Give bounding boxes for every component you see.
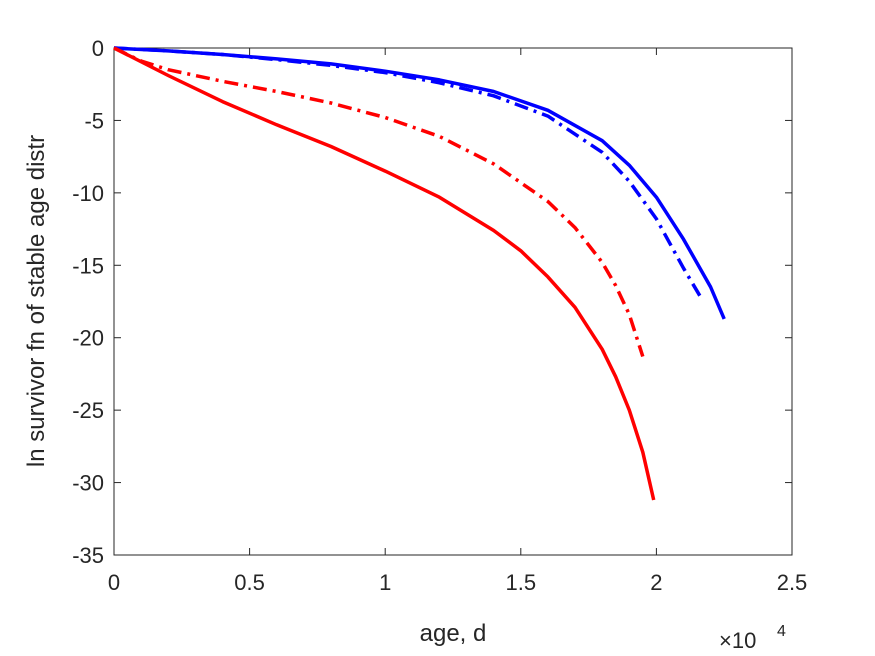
x-tick-label: 0.5	[234, 570, 265, 595]
y-axis-label: ln survivor fn of stable age distr	[23, 135, 50, 467]
y-tick-label: -35	[72, 543, 104, 568]
x-axis: 0 0.5 1 1.5 2 2.5	[108, 48, 807, 595]
series-line-3	[113, 46, 645, 358]
y-tick-label: -10	[72, 181, 104, 206]
y-tick-label: -20	[72, 326, 104, 351]
y-tick-label: 0	[92, 36, 104, 61]
y-axis: 0 -5 -10 -15 -20 -25 -30 -35	[72, 36, 792, 568]
y-tick-label: -15	[72, 253, 104, 278]
series-line-2	[113, 46, 702, 297]
x-tick-label: 1	[379, 570, 391, 595]
x-tick-label: 2.5	[777, 570, 808, 595]
x-tick-label: 2	[650, 570, 662, 595]
x-multiplier-exponent: 4	[777, 623, 786, 640]
x-axis-label: age, d	[420, 620, 487, 647]
x-multiplier-label: ×10	[719, 628, 756, 653]
y-tick-label: -5	[84, 108, 104, 133]
x-tick-label: 0	[108, 570, 120, 595]
y-tick-label: -25	[72, 398, 104, 423]
plot-area	[113, 47, 793, 556]
series-layer	[113, 46, 726, 501]
series-line-4	[113, 46, 656, 501]
x-tick-label: 1.5	[506, 570, 537, 595]
y-tick-label: -30	[72, 471, 104, 496]
